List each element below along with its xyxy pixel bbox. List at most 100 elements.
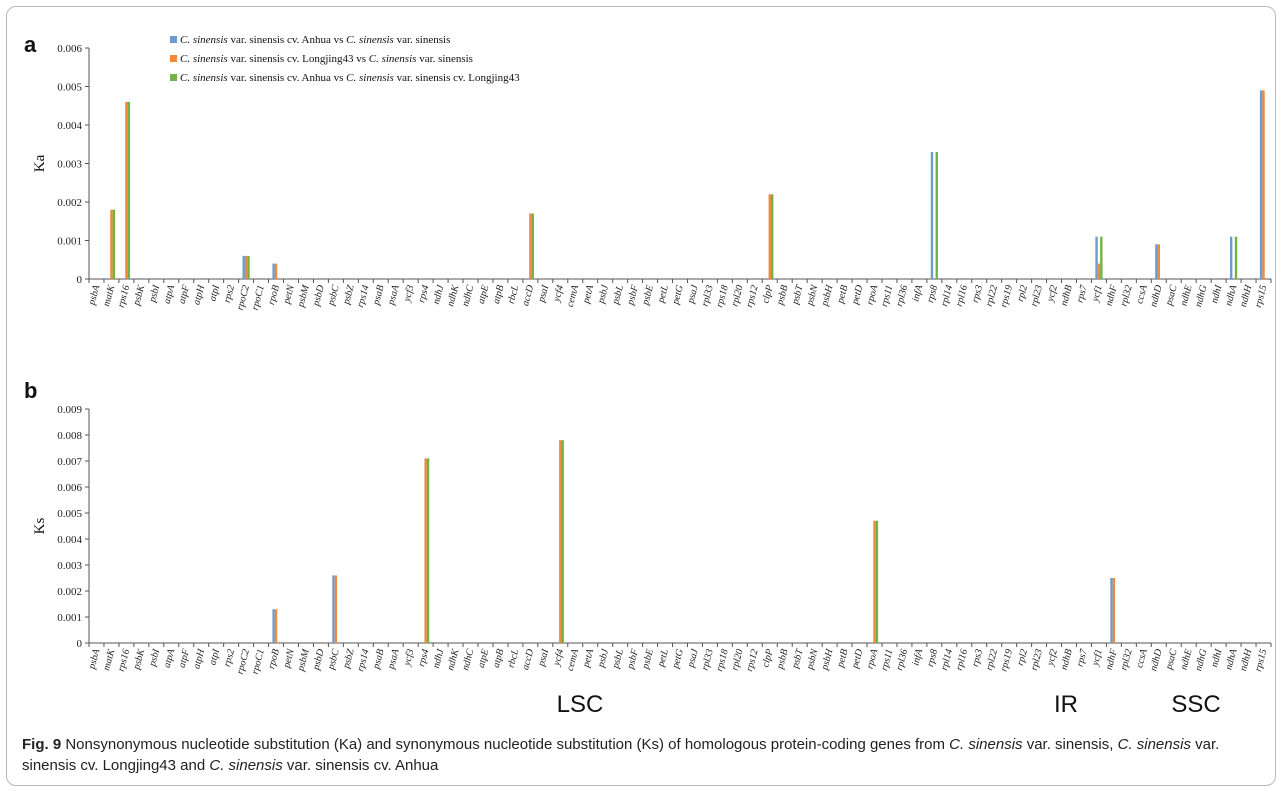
x-tick-label-psaJ: psaJ — [685, 647, 701, 669]
x-tick-label-rps3: rps3 — [970, 284, 985, 304]
x-tick-label-rps19: rps19 — [999, 648, 1016, 673]
x-tick-label-rps14: rps14 — [355, 284, 372, 309]
x-tick-label-rps11: rps11 — [879, 648, 895, 672]
x-tick-label-rps3: rps3 — [970, 648, 985, 668]
bar-ks-s2-rpoA — [873, 520, 876, 643]
x-tick-label-rps14: rps14 — [355, 648, 372, 673]
x-tick-label-petD: petD — [850, 283, 866, 306]
x-tick-label-petB: petB — [835, 284, 851, 306]
y-tick-label: 0.009 — [57, 404, 82, 416]
x-tick-label-psaB: psaB — [371, 284, 387, 307]
x-tick-label-ndhC: ndhC — [460, 648, 476, 672]
x-tick-label-psbZ: psbZ — [341, 648, 357, 671]
x-tick-label-rpl16: rpl16 — [954, 648, 970, 672]
x-tick-label-psbE: psbE — [640, 648, 656, 671]
x-tick-label-atpI: atpI — [207, 283, 222, 302]
x-tick-label-rpl2: rpl2 — [1015, 648, 1030, 667]
x-tick-label-petA: petA — [580, 283, 596, 305]
x-tick-label-ndhK: ndhK — [445, 283, 462, 308]
y-tick-label: 0.004 — [57, 534, 82, 546]
x-tick-label-rpl14: rpl14 — [939, 648, 955, 672]
x-tick-label-psbM: psbM — [295, 283, 312, 309]
x-tick-label-clpP: clpP — [760, 284, 775, 305]
x-tick-label-psbB: psbB — [775, 648, 791, 671]
bar-ka-s1-ndhD — [1155, 244, 1158, 279]
bar-ks-s3-ycf4 — [561, 440, 564, 643]
ks-chart: 0 0.001 0.002 0.003 0.004 0.005 0.006 0.007 0.00… — [32, 404, 1272, 675]
bar-ks-s2-ndhF — [1112, 578, 1116, 643]
bar-ka-s2-rps16 — [125, 101, 128, 280]
x-tick-label-psbJ: psbJ — [595, 283, 611, 305]
x-tick-label-petG: petG — [670, 648, 686, 671]
bar-ks-s3-rpoA — [875, 520, 879, 643]
x-tick-label-ndhG: ndhG — [1193, 648, 1209, 672]
x-tick-label-rpl14: rpl14 — [939, 284, 955, 308]
x-tick-label-rps19: rps19 — [999, 284, 1016, 309]
bar-ks-s1-psbC — [332, 575, 335, 643]
x-tick-label-psbH: psbH — [819, 283, 836, 308]
x-tick-label-atpF: atpF — [177, 647, 193, 669]
bar-ka-s3-ycf1 — [1100, 236, 1103, 279]
x-tick-label-psaB: psaB — [371, 648, 387, 671]
x-tick-label-rpl22: rpl22 — [984, 648, 1000, 672]
x-tick-label-psbA: psbA — [86, 283, 102, 307]
y-tick-label: 0.005 — [57, 82, 82, 94]
bar-ks-s2-rps4 — [424, 458, 427, 643]
x-tick-label-psbL: psbL — [610, 648, 626, 671]
x-tick-label-rpl16: rpl16 — [954, 284, 970, 308]
x-tick-label-rpl23: rpl23 — [1029, 648, 1045, 672]
x-tick-label-psbD: psbD — [310, 647, 327, 672]
x-tick-label-rps15: rps15 — [1253, 648, 1270, 673]
x-tick-label-rps4: rps4 — [416, 284, 431, 304]
y-tick-label: 0.002 — [57, 586, 82, 598]
x-tick-label-psbH: psbH — [819, 647, 836, 672]
bar-ka-s2-rpoC2 — [244, 255, 248, 279]
y-tick-label: 0.006 — [57, 43, 82, 55]
x-tick-label-psaA: psaA — [386, 647, 402, 671]
x-tick-label-psbB: psbB — [775, 284, 791, 307]
x-tick-label-rpoA: rpoA — [865, 283, 881, 306]
y-axis-title: Ka — [32, 154, 48, 172]
x-tick-label-ndhH: ndhH — [1238, 647, 1255, 672]
x-tick-label-rpl33: rpl33 — [700, 648, 716, 672]
bar-ka-s2-rpoB — [274, 263, 278, 279]
bar-ks-s2-ycf4 — [559, 440, 562, 643]
legend-entry-2: C. sinensis var. sinensis cv. Longjing43… — [180, 53, 473, 65]
x-tick-label-ndhA: ndhA — [1223, 647, 1239, 671]
bar-ka-s1-ndhA — [1230, 236, 1233, 279]
caption-figure-number: Fig. 9 — [22, 736, 62, 753]
x-tick-label-ndhG: ndhG — [1193, 284, 1209, 308]
x-tick-label-ycf4: ycf4 — [551, 648, 566, 668]
x-tick-label-rps18: rps18 — [714, 284, 731, 309]
x-tick-label-ndhB: ndhB — [1059, 648, 1075, 671]
x-tick-label-petN: petN — [281, 647, 297, 670]
x-tick-label-matK: matK — [101, 283, 118, 308]
x-tick-label-psbI: psbI — [147, 283, 163, 304]
legend-entry-1: C. sinensis var. sinensis cv. Anhua vs C… — [180, 34, 450, 46]
x-tick-label-psbE: psbE — [640, 284, 656, 307]
x-tick-label-rpl32: rpl32 — [1119, 648, 1135, 672]
x-tick-label-ycf3: ycf3 — [401, 284, 416, 304]
y-tick-label: 0.004 — [57, 120, 82, 132]
x-tick-label-psbJ: psbJ — [595, 647, 611, 669]
x-tick-label-ndhE: ndhE — [1179, 284, 1195, 307]
x-tick-label-rps16: rps16 — [116, 284, 133, 309]
y-tick-label: 0.003 — [57, 159, 82, 171]
chart-legend: C. sinensis var. sinensis cv. Anhua vs C… — [170, 34, 520, 84]
x-tick-label-rbcL: rbcL — [506, 284, 522, 306]
x-tick-label-atpI: atpI — [207, 647, 222, 666]
x-tick-label-rpl32: rpl32 — [1119, 284, 1135, 308]
x-tick-label-psbF: psbF — [625, 647, 641, 671]
x-tick-label-ndhH: ndhH — [1238, 283, 1255, 308]
x-tick-label-ycf3: ycf3 — [401, 648, 416, 668]
y-tick-label: 0.001 — [57, 612, 82, 624]
x-tick-label-rpl2: rpl2 — [1015, 284, 1030, 303]
x-tick-label-ycf2: ycf2 — [1045, 648, 1060, 668]
x-tick-label-psbN: psbN — [804, 647, 821, 672]
x-tick-label-psaJ: psaJ — [685, 283, 701, 305]
bar-ks-s1-rpoB — [272, 609, 275, 643]
x-tick-label-psbT: psbT — [790, 283, 806, 307]
legend-swatch-3 — [170, 74, 177, 81]
x-tick-label-atpE: atpE — [476, 284, 492, 305]
panel-label-a: a — [24, 32, 37, 57]
